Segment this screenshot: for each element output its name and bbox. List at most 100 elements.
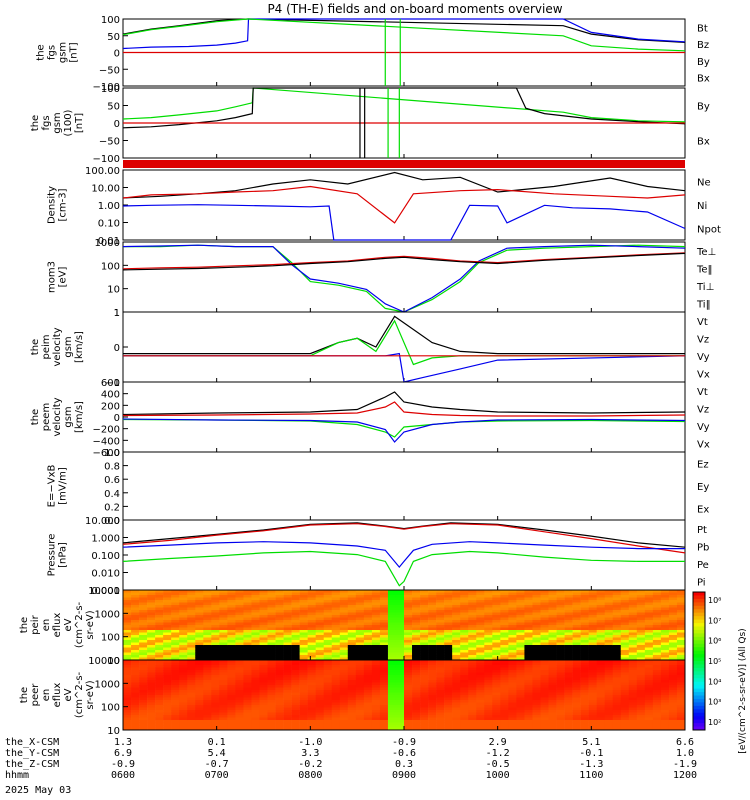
heatmap-cell [219,682,228,686]
heatmap-cell [155,677,164,681]
heatmap-cell [147,592,156,596]
heatmap-cell [452,695,461,698]
heatmap-cell [588,650,597,653]
heatmap-cell [500,717,509,721]
heatmap-cell [147,622,156,626]
y-tick-label: 50 [107,102,120,113]
heatmap-cell [131,660,140,663]
heatmap-cell [259,597,268,601]
heatmap-cell [580,602,589,606]
heatmap-cell [668,612,678,616]
heatmap-cell [580,712,589,716]
colorbar-tick-label: 10⁵ [708,657,721,666]
heatmap-cell [564,595,573,598]
y-axis-label-line: velocity [52,327,63,366]
heatmap-cell [171,672,180,676]
heatmap-cell [492,722,501,726]
x-axis-value: 3.3 [301,748,319,759]
heatmap-cell [163,590,172,593]
heatmap-cell [620,605,630,608]
heatmap-cell [291,682,300,686]
y-axis-label-line: peim [41,334,52,359]
heatmap-cell [484,617,493,621]
heatmap-cell [636,680,646,683]
heatmap-cell [307,652,316,656]
heatmap-cell [540,645,549,648]
heatmap-cell [444,607,453,611]
heatmap-cell [436,665,445,668]
heatmap-cell [339,595,349,598]
heatmap-cell [652,662,662,666]
y-axis-label-line: [nT] [74,113,85,133]
heatmap-cell [395,680,405,683]
heatmap-cell [460,712,469,716]
heatmap-cell [596,705,606,708]
heatmap-cell [668,627,678,631]
heatmap-cell [395,720,405,723]
heatmap-cell [371,605,381,608]
heatmap-cell [492,595,501,598]
heatmap-cell [323,602,333,606]
heatmap-cell [243,677,252,681]
heatmap-cell [307,675,316,678]
heatmap-cell [139,677,148,681]
heatmap-cell [524,630,533,633]
heatmap-cell [347,620,357,623]
heatmap-cell [323,652,333,656]
heatmap-cell [444,662,453,666]
heatmap-cell [211,620,220,623]
colorbar-cell [693,678,705,683]
heatmap-cell [291,702,300,706]
heatmap-cell [259,665,268,668]
legend-entry: Vt [697,387,708,398]
heatmap-cell [628,720,638,723]
heatmap-cell [556,675,565,678]
heatmap-cell [171,727,180,731]
heatmap-cell [460,725,469,728]
heatmap-cell [508,617,517,621]
heatmap-cell [588,617,597,621]
heatmap-cell [588,670,597,673]
heatmap-cell [572,700,581,703]
heatmap-cell [283,597,292,601]
heatmap-cell [412,662,421,666]
heatmap-cell [307,700,316,703]
heatmap-cell [251,665,260,668]
heatmap-cell [363,682,373,686]
heatmap-cell [171,645,180,648]
heatmap-cell [588,690,597,693]
heatmap-cell [371,632,381,636]
heatmap-cell [315,705,325,708]
heatmap-cell [420,692,429,696]
heatmap-cell [444,620,453,623]
heatmap-cell [492,635,501,638]
heatmap-cell [123,710,132,713]
heatmap-cell [331,687,341,691]
heatmap-cell [500,687,509,691]
heatmap-cell [636,642,646,646]
heatmap-cell [283,682,292,686]
heatmap-cell [147,705,156,708]
heatmap-cell [331,642,341,646]
heatmap-cell [259,610,268,613]
heatmap-cell [420,677,429,681]
heatmap-cell [267,657,276,661]
heatmap-cell [283,590,292,593]
heatmap-cell [532,672,541,676]
heatmap-cell [163,667,172,671]
heatmap-cell [652,697,662,701]
heatmap-cell [612,622,622,626]
heatmap-cell [508,660,517,663]
heatmap-cell [299,625,308,628]
heatmap-cell [211,722,220,726]
heatmap-cell [564,695,573,698]
heatmap-cell [347,607,357,611]
heatmap-cell [219,675,228,678]
heatmap-cell [532,612,541,616]
heatmap-cell [516,710,525,713]
heatmap-cell [620,625,630,628]
heatmap-cell [564,625,573,628]
heatmap-cell [211,667,220,671]
heatmap-cell [235,727,244,731]
heatmap-cell [275,717,284,721]
